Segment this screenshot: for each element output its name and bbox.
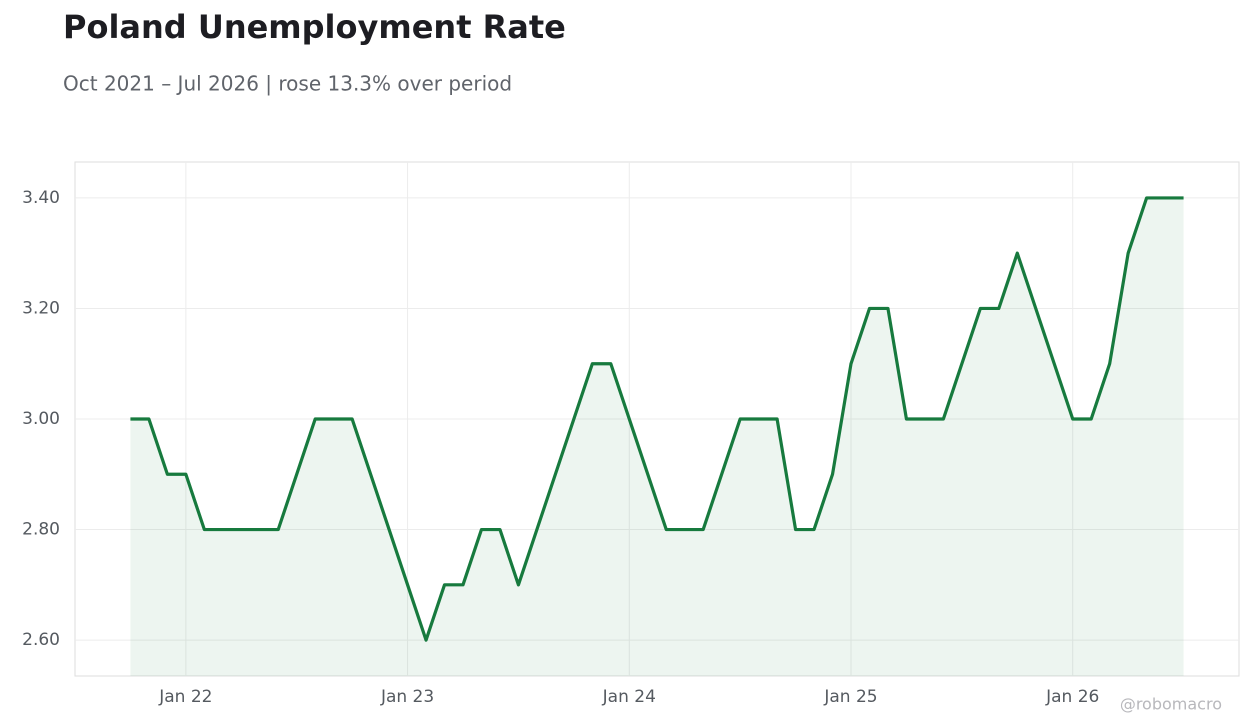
x-tick-label: Jan 24: [602, 687, 656, 707]
x-tick-label: Jan 25: [823, 687, 877, 707]
y-tick-label: 3.40: [22, 188, 60, 208]
y-tick-label: 3.20: [22, 298, 60, 318]
x-tick-label: Jan 23: [380, 687, 434, 707]
y-tick-label: 3.00: [22, 409, 60, 429]
chart-title: Poland Unemployment Rate: [63, 8, 566, 46]
line: [130, 196, 1184, 642]
watermark: @robomacro: [1120, 695, 1222, 714]
x-tick-label: Jan 22: [158, 687, 212, 707]
area: [130, 197, 1184, 676]
x-tick-label: Jan 26: [1045, 687, 1099, 707]
y-tick-label: 2.60: [22, 630, 60, 650]
chart-subtitle: Oct 2021 – Jul 2026 | rose 13.3% over pe…: [63, 72, 512, 96]
y-tick-label: 2.80: [22, 520, 60, 540]
